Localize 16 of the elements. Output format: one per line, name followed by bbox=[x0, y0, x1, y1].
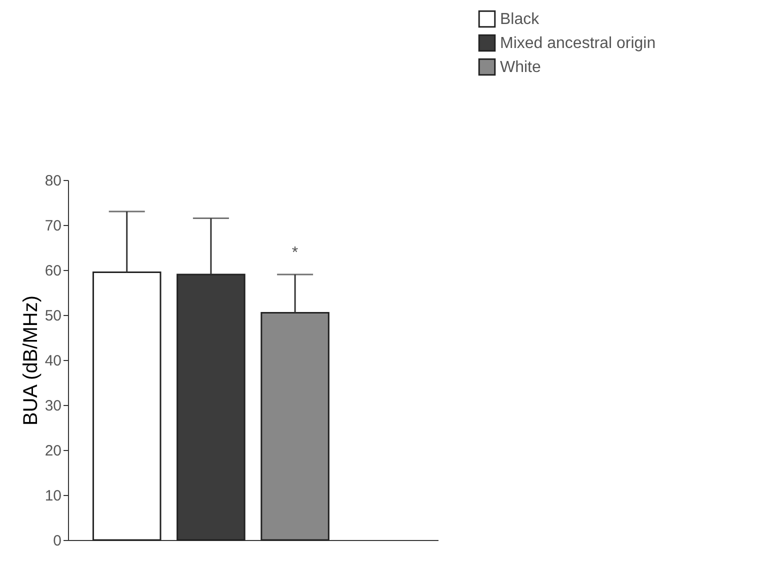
annotation: * bbox=[292, 244, 298, 262]
y-tick-label: 30 bbox=[44, 398, 62, 414]
legend-label: White bbox=[500, 59, 541, 76]
y-tick-label: 60 bbox=[44, 262, 62, 280]
y-tick-label: 10 bbox=[44, 488, 62, 504]
y-tick-label: 70 bbox=[44, 218, 62, 234]
y-tick-label: 50 bbox=[44, 308, 62, 324]
bar bbox=[260, 312, 330, 541]
legend-label: Black bbox=[500, 11, 540, 28]
y-tick-label: 80 bbox=[44, 172, 62, 190]
legend-label: Mixed ancestral origin bbox=[500, 35, 656, 52]
y-tick-label: 0 bbox=[53, 532, 62, 550]
y-axis-title: BUA (dB/MHz) bbox=[20, 295, 42, 426]
y-tick-label: 40 bbox=[44, 352, 62, 370]
bar bbox=[92, 272, 162, 541]
y-tick-label: 20 bbox=[44, 442, 62, 460]
